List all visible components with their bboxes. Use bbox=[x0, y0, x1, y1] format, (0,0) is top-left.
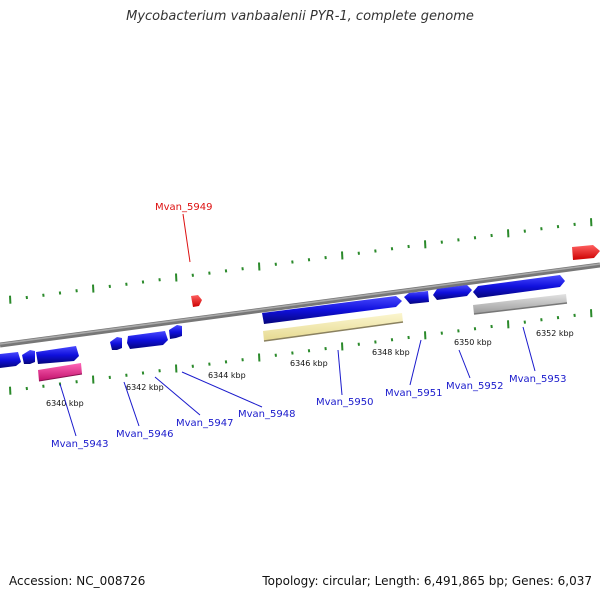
upper-tick-row bbox=[9, 218, 593, 304]
scale-label-6352: 6352 kbp bbox=[536, 329, 574, 338]
gene-label-mvan-5948[interactable]: Mvan_5948 bbox=[238, 409, 295, 420]
feature-mvan-5952[interactable] bbox=[433, 285, 472, 300]
accession-text: Accession: NC_008726 bbox=[9, 574, 146, 588]
lower-tick-row bbox=[9, 309, 593, 395]
feature-mvan-5943-a[interactable] bbox=[0, 352, 21, 368]
feature-mvan-5947[interactable] bbox=[127, 331, 168, 349]
gene-label-mvan-5943[interactable]: Mvan_5943 bbox=[51, 439, 108, 450]
feature-mvan-5943-c[interactable] bbox=[36, 346, 79, 364]
feature-gray-region[interactable] bbox=[473, 294, 568, 315]
gene-label-mvan-5952[interactable]: Mvan_5952 bbox=[446, 381, 503, 392]
scale-labels: 6340 kbp 6342 kbp 6344 kbp 6346 kbp 6348… bbox=[46, 329, 574, 408]
scale-label-6350: 6350 kbp bbox=[454, 338, 492, 347]
scale-label-6342: 6342 kbp bbox=[126, 383, 164, 392]
scale-label-6340: 6340 kbp bbox=[46, 399, 84, 408]
gene-label-mvan-5953[interactable]: Mvan_5953 bbox=[509, 374, 566, 385]
feature-right-red[interactable] bbox=[572, 245, 600, 260]
gene-label-mvan-5951[interactable]: Mvan_5951 bbox=[385, 388, 442, 399]
scale-label-6344: 6344 kbp bbox=[208, 371, 246, 380]
feature-mvan-5948[interactable] bbox=[169, 325, 182, 339]
scale-label-6346: 6346 kbp bbox=[290, 359, 328, 368]
feature-mvan-5946[interactable] bbox=[110, 337, 122, 350]
feature-mvan-5950[interactable] bbox=[262, 296, 402, 324]
feature-mvan-5953[interactable] bbox=[473, 275, 565, 298]
feature-mvan-5943-b[interactable] bbox=[22, 350, 35, 364]
scale-label-6348: 6348 kbp bbox=[372, 348, 410, 357]
feature-yellow-region[interactable] bbox=[263, 313, 404, 342]
genome-title: Mycobacterium vanbaalenii PYR-1, complet… bbox=[126, 9, 474, 24]
gene-label-mvan-5946[interactable]: Mvan_5946 bbox=[116, 429, 173, 440]
gene-label-mvan-5947[interactable]: Mvan_5947 bbox=[176, 418, 233, 429]
genome-summary-text: Topology: circular; Length: 6,491,865 bp… bbox=[262, 574, 592, 588]
feature-mvan-5949[interactable] bbox=[191, 295, 202, 307]
feature-mvan-5951[interactable] bbox=[404, 291, 429, 304]
label-leaders bbox=[59, 213, 536, 437]
genome-backbone bbox=[0, 262, 600, 348]
genome-backbone-highlight bbox=[0, 263, 600, 345]
gene-label-mvan-5950[interactable]: Mvan_5950 bbox=[316, 397, 373, 408]
feature-pink-region[interactable] bbox=[38, 363, 83, 382]
gene-label-mvan-5949[interactable]: Mvan_5949 bbox=[155, 202, 212, 213]
gene-labels: Mvan_5949 Mvan_5943 Mvan_5946 Mvan_5947 … bbox=[51, 202, 566, 450]
